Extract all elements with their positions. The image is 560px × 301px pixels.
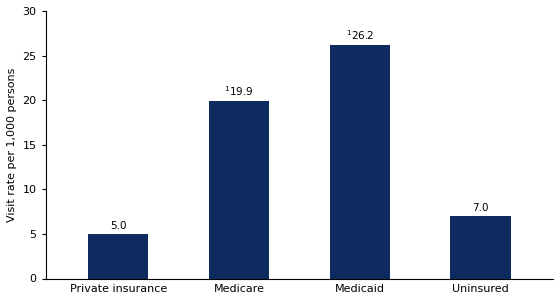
Text: 7.0: 7.0 [472, 203, 489, 213]
Bar [450, 216, 511, 278]
Bar [329, 45, 390, 278]
Text: $^1$26.2: $^1$26.2 [346, 28, 374, 42]
Bar [209, 101, 269, 278]
Y-axis label: Visit rate per 1,000 persons: Visit rate per 1,000 persons [7, 67, 17, 222]
Text: 5.0: 5.0 [110, 221, 127, 231]
Text: $^1$19.9: $^1$19.9 [224, 84, 254, 98]
Bar [88, 234, 148, 278]
